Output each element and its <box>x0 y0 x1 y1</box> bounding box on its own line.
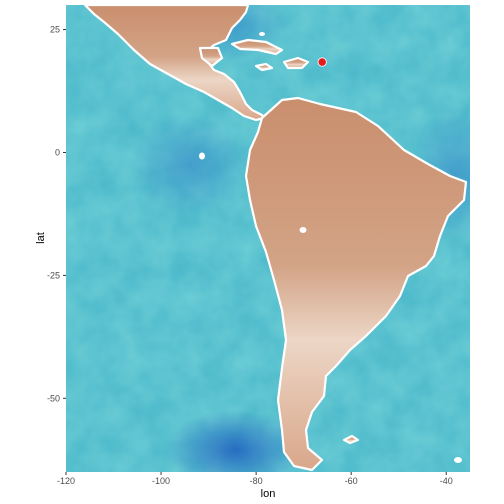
south-america <box>244 96 468 472</box>
x-tick-label: -80 <box>250 476 263 486</box>
y-tick-label: -50 <box>47 393 60 403</box>
jamaica <box>254 62 274 72</box>
x-tick-label: -60 <box>345 476 358 486</box>
north-america <box>83 5 266 122</box>
point-layer <box>317 57 327 67</box>
map-panel <box>66 5 470 472</box>
ocean-deep-west <box>130 115 250 215</box>
y-tick-label: 0 <box>55 147 60 157</box>
y-tick-label: -25 <box>47 270 60 280</box>
x-axis-title: lon <box>261 488 276 500</box>
ocean-deep-south <box>165 410 305 472</box>
coast-layer <box>199 32 462 463</box>
lake-titicaca <box>299 227 307 233</box>
x-tick-label: -100 <box>152 476 170 486</box>
map-point <box>317 57 327 67</box>
land-layer <box>83 5 468 472</box>
y-axis: 25 0 -25 -50 <box>47 25 66 403</box>
hispaniola <box>282 56 310 70</box>
x-tick-label: -40 <box>440 476 453 486</box>
yucatan <box>198 46 224 68</box>
cuba <box>230 38 284 56</box>
bahamas-island <box>259 32 265 36</box>
y-axis-title: lat <box>35 232 47 244</box>
falklands <box>342 434 360 445</box>
y-tick-label: 25 <box>50 25 60 35</box>
x-axis: -120 -100 -80 -60 -40 <box>57 472 453 486</box>
galapagos-island <box>199 152 205 160</box>
x-tick-label: -120 <box>57 476 75 486</box>
south-georgia <box>454 457 462 463</box>
